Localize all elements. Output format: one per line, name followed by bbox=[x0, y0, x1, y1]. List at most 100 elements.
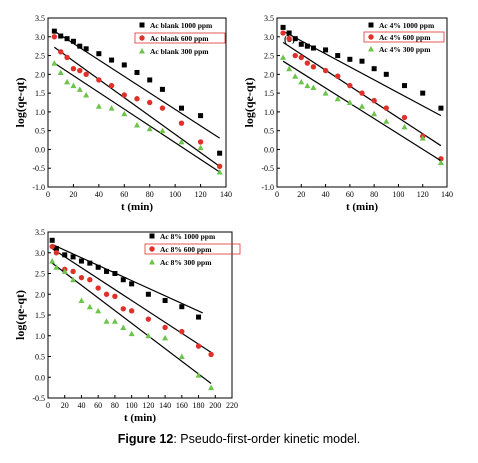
figure-caption: Figure 12: Pseudo-first-order kinetic mo… bbox=[0, 432, 478, 446]
y-tick-label: 1.5 bbox=[35, 311, 45, 320]
data-point-square bbox=[292, 36, 298, 42]
data-point-triangle bbox=[383, 118, 390, 124]
data-point-circle bbox=[347, 82, 353, 89]
data-point-square bbox=[134, 69, 140, 75]
data-point-circle bbox=[128, 308, 135, 314]
legend-entry: Ac 4% 300 ppm bbox=[379, 45, 431, 54]
data-point-square bbox=[58, 33, 64, 39]
legend-entry: Ac 8% 300 ppm bbox=[160, 258, 212, 267]
data-point-circle bbox=[383, 105, 389, 111]
plot-frame bbox=[47, 231, 233, 399]
data-point-triangle bbox=[346, 99, 353, 105]
x-tick-label: 200 bbox=[209, 401, 221, 410]
x-tick-label: 60 bbox=[94, 401, 102, 410]
x-axis-label: t (min) bbox=[124, 412, 156, 424]
data-point-square bbox=[383, 71, 389, 77]
data-point-circle bbox=[112, 293, 118, 300]
data-point-triangle bbox=[108, 105, 115, 111]
y-tick-label: -0.5 bbox=[261, 164, 274, 173]
y-tick-label: 0.0 bbox=[264, 145, 274, 154]
data-point-square bbox=[371, 66, 377, 72]
x-tick-label: 140 bbox=[159, 401, 171, 410]
data-point-triangle bbox=[120, 324, 127, 330]
data-point-triangle bbox=[162, 334, 169, 341]
data-point-square bbox=[196, 314, 202, 320]
y-axis-label: log(qe-qt) bbox=[13, 290, 27, 340]
y-axis-label: log(qe-qt) bbox=[242, 78, 256, 128]
legend: Ac 4% 1000 ppm Ac 4% 600 ppm Ac 4% 300 ppm bbox=[363, 21, 445, 54]
fit-line bbox=[51, 248, 212, 353]
x-tick-label: 140 bbox=[220, 190, 232, 199]
x-tick-label: 220 bbox=[226, 401, 238, 410]
data-point-circle bbox=[359, 90, 365, 96]
data-point-circle bbox=[280, 30, 286, 36]
data-point-triangle bbox=[70, 82, 77, 89]
data-point-square bbox=[179, 304, 185, 310]
x-tick-label: 80 bbox=[370, 190, 378, 199]
fit-line bbox=[51, 243, 203, 314]
data-point-circle bbox=[134, 96, 140, 102]
data-point-square bbox=[402, 83, 407, 89]
data-point-square bbox=[96, 51, 102, 57]
data-point-triangle bbox=[298, 78, 305, 85]
data-point-triangle bbox=[111, 318, 118, 324]
data-point-circle bbox=[58, 49, 64, 55]
data-point-square bbox=[77, 43, 83, 49]
data-point-triangle bbox=[57, 69, 64, 75]
data-point-triangle bbox=[178, 353, 185, 359]
data-point-circle bbox=[216, 163, 223, 170]
x-tick-label: 80 bbox=[146, 190, 154, 199]
data-point-triangle bbox=[103, 318, 110, 324]
data-point-triangle bbox=[419, 135, 426, 141]
data-point-triangle bbox=[64, 78, 71, 85]
plot-frame bbox=[47, 17, 227, 188]
data-point-circle bbox=[96, 77, 102, 83]
data-point-square bbox=[53, 246, 59, 252]
y-tick-label: 3.5 bbox=[35, 14, 45, 23]
data-point-square bbox=[298, 41, 304, 47]
y-tick-label: 0.0 bbox=[35, 145, 45, 154]
x-tick-label: 120 bbox=[142, 401, 154, 410]
y-tick-label: 1.0 bbox=[35, 108, 45, 117]
x-axis-label: t (min) bbox=[346, 201, 378, 213]
data-point-triangle bbox=[78, 297, 85, 303]
series-3 bbox=[49, 258, 215, 391]
chart-panel-3: 0 20 40 60 80 100 120 140 160 180 200 220 -0.5 0.0 0.5… bbox=[13, 228, 241, 424]
data-point-square bbox=[51, 28, 57, 34]
data-point-square bbox=[121, 62, 127, 68]
series-2 bbox=[51, 34, 223, 170]
data-point-square bbox=[310, 45, 316, 51]
data-point-circle bbox=[178, 120, 185, 126]
y-tick-label: 0.5 bbox=[264, 127, 274, 136]
data-point-circle bbox=[53, 250, 60, 256]
series-3 bbox=[280, 54, 444, 166]
chart-panel-1: 0 20 40 60 80 100 120 140 -1.0 -0.5 0.0 0.5 1.0 1.5 2.… bbox=[13, 14, 232, 213]
data-point-circle bbox=[49, 243, 55, 250]
data-point-square bbox=[70, 254, 76, 260]
series-3 bbox=[51, 60, 223, 175]
data-point-square bbox=[70, 38, 76, 44]
data-point-circle bbox=[78, 274, 85, 281]
data-point-triangle bbox=[197, 144, 204, 151]
data-point-triangle bbox=[368, 46, 374, 52]
fit-line bbox=[54, 30, 220, 139]
data-point-triangle bbox=[95, 103, 102, 109]
data-point-square bbox=[49, 237, 55, 243]
data-point-triangle bbox=[280, 54, 287, 60]
data-point-circle bbox=[162, 324, 168, 331]
legend-entry: Ac 8% 1000 ppm bbox=[160, 232, 216, 241]
data-point-square bbox=[112, 271, 118, 276]
x-tick-label: 80 bbox=[111, 401, 119, 410]
data-point-square bbox=[217, 150, 223, 156]
x-tick-label: 40 bbox=[77, 401, 85, 410]
data-point-triangle bbox=[178, 138, 185, 145]
data-point-square bbox=[438, 105, 444, 111]
data-point-triangle bbox=[70, 276, 77, 283]
data-point-triangle bbox=[216, 168, 223, 175]
data-point-square bbox=[162, 297, 168, 303]
y-tick-label: 0.5 bbox=[35, 353, 45, 362]
x-tick-label: 180 bbox=[193, 401, 205, 410]
y-tick-label: 2.5 bbox=[264, 52, 274, 61]
x-tick-label: 120 bbox=[417, 190, 429, 199]
data-point-triangle bbox=[146, 125, 153, 132]
